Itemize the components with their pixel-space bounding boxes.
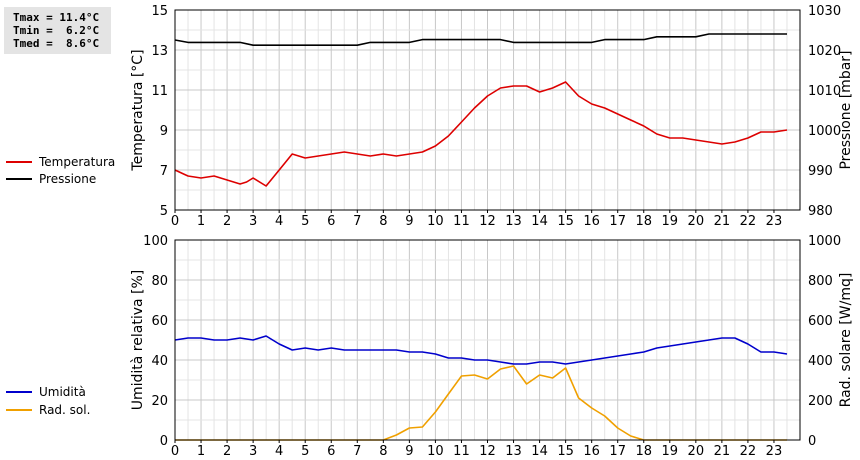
- y-tick-label: 100: [143, 234, 168, 249]
- y-tick-label-right: 1020: [808, 44, 841, 59]
- y-tick-label: 11: [151, 84, 168, 99]
- x-tick-label: 6: [327, 214, 335, 229]
- y-tick-label-right: 0: [808, 434, 816, 449]
- x-tick-label: 8: [379, 444, 387, 459]
- x-tick-label: 9: [405, 214, 413, 229]
- y-tick-label-right: 400: [808, 354, 833, 369]
- x-tick-label: 1: [197, 214, 205, 229]
- x-tick-label: 5: [301, 444, 309, 459]
- stat-tmin: Tmin = 6.2°C: [13, 24, 100, 37]
- x-tick-label: 15: [557, 214, 574, 229]
- y-tick-label: 40: [151, 354, 168, 369]
- legend-swatch-rad-sol: [6, 409, 32, 411]
- x-tick-label: 5: [301, 214, 309, 229]
- x-tick-label: 19: [662, 444, 679, 459]
- x-tick-label: 4: [275, 214, 283, 229]
- x-tick-label: 13: [505, 214, 522, 229]
- y-tick-label-right: 800: [808, 274, 833, 289]
- x-tick-label: 14: [531, 214, 548, 229]
- x-tick-label: 21: [714, 444, 731, 459]
- x-tick-label: 20: [688, 214, 705, 229]
- x-tick-label: 23: [766, 444, 783, 459]
- x-tick-label: 12: [479, 214, 496, 229]
- x-tick-label: 2: [223, 444, 231, 459]
- x-tick-label: 16: [583, 444, 600, 459]
- x-tick-label: 20: [688, 444, 705, 459]
- x-tick-label: 13: [505, 444, 522, 459]
- x-tick-label: 18: [635, 444, 652, 459]
- x-tick-label: 18: [635, 214, 652, 229]
- x-tick-label: 14: [531, 444, 548, 459]
- x-tick-label: 10: [427, 444, 444, 459]
- y-tick-label-right: 1000: [808, 124, 841, 139]
- y-tick-label: 13: [151, 44, 168, 59]
- y-tick-label: 15: [151, 4, 168, 19]
- legend-label-temperatura: Temperatura: [39, 155, 116, 169]
- y-tick-label: 60: [151, 314, 168, 329]
- series-line-pressione: [174, 33, 787, 47]
- y-axis-title-right: Rad. solare [W/mq]: [838, 273, 854, 408]
- x-tick-label: 3: [249, 214, 257, 229]
- x-tick-label: 3: [249, 444, 257, 459]
- x-tick-label: 19: [662, 214, 679, 229]
- x-tick-label: 10: [427, 214, 444, 229]
- y-tick-label: 80: [151, 274, 168, 289]
- y-tick-label-right: 990: [808, 164, 833, 179]
- y-tick-label: 9: [160, 124, 168, 139]
- x-tick-label: 7: [353, 444, 361, 459]
- x-tick-label: 22: [740, 444, 757, 459]
- stat-tmax: Tmax = 11.4°C: [13, 11, 100, 24]
- y-axis-title-right: Pressione [mbar]: [838, 50, 854, 169]
- y-tick-label: 0: [160, 434, 168, 449]
- y-tick-label: 5: [160, 204, 168, 219]
- y-tick-label-right: 1030: [808, 4, 841, 19]
- legend-swatch-temperatura: [6, 161, 32, 163]
- series-line-rad-sol: [175, 365, 787, 441]
- x-tick-label: 0: [171, 444, 179, 459]
- legend-swatch-pressione: [6, 178, 32, 180]
- legend-label-rad-sol: Rad. sol.: [39, 403, 91, 417]
- x-tick-label: 2: [223, 214, 231, 229]
- x-tick-label: 17: [609, 444, 626, 459]
- x-tick-label: 23: [766, 214, 783, 229]
- x-tick-label: 4: [275, 444, 283, 459]
- x-tick-label: 11: [453, 444, 470, 459]
- legend-swatch-umidita: [6, 391, 32, 393]
- x-tick-label: 12: [479, 444, 496, 459]
- y-tick-label-right: 600: [808, 314, 833, 329]
- y-tick-label: 20: [151, 394, 168, 409]
- x-tick-label: 16: [583, 214, 600, 229]
- x-tick-label: 6: [327, 444, 335, 459]
- y-axis-title: Temperatura [°C]: [130, 49, 146, 171]
- x-tick-label: 1: [197, 444, 205, 459]
- x-tick-label: 21: [714, 214, 731, 229]
- x-tick-label: 7: [353, 214, 361, 229]
- y-tick-label-right: 1010: [808, 84, 841, 99]
- x-tick-label: 8: [379, 214, 387, 229]
- y-axis-title: Umidità relativa [%]: [130, 270, 146, 411]
- legend-label-pressione: Pressione: [39, 172, 97, 186]
- y-tick-label-right: 980: [808, 204, 833, 219]
- series-line-umidit: [174, 335, 788, 365]
- y-tick-label-right: 200: [808, 394, 833, 409]
- x-tick-label: 11: [453, 214, 470, 229]
- x-tick-label: 17: [609, 214, 626, 229]
- x-tick-label: 22: [740, 214, 757, 229]
- y-tick-label-right: 1000: [808, 234, 841, 249]
- x-tick-label: 0: [171, 214, 179, 229]
- stats-box: Tmax = 11.4°C Tmin = 6.2°C Tmed = 8.6°C: [4, 7, 111, 54]
- x-tick-label: 15: [557, 444, 574, 459]
- y-tick-label: 7: [160, 164, 168, 179]
- legend-label-umidita: Umidità: [39, 385, 86, 399]
- x-tick-label: 9: [405, 444, 413, 459]
- series-line-temperatura: [174, 81, 788, 187]
- stat-tmed: Tmed = 8.6°C: [13, 37, 100, 50]
